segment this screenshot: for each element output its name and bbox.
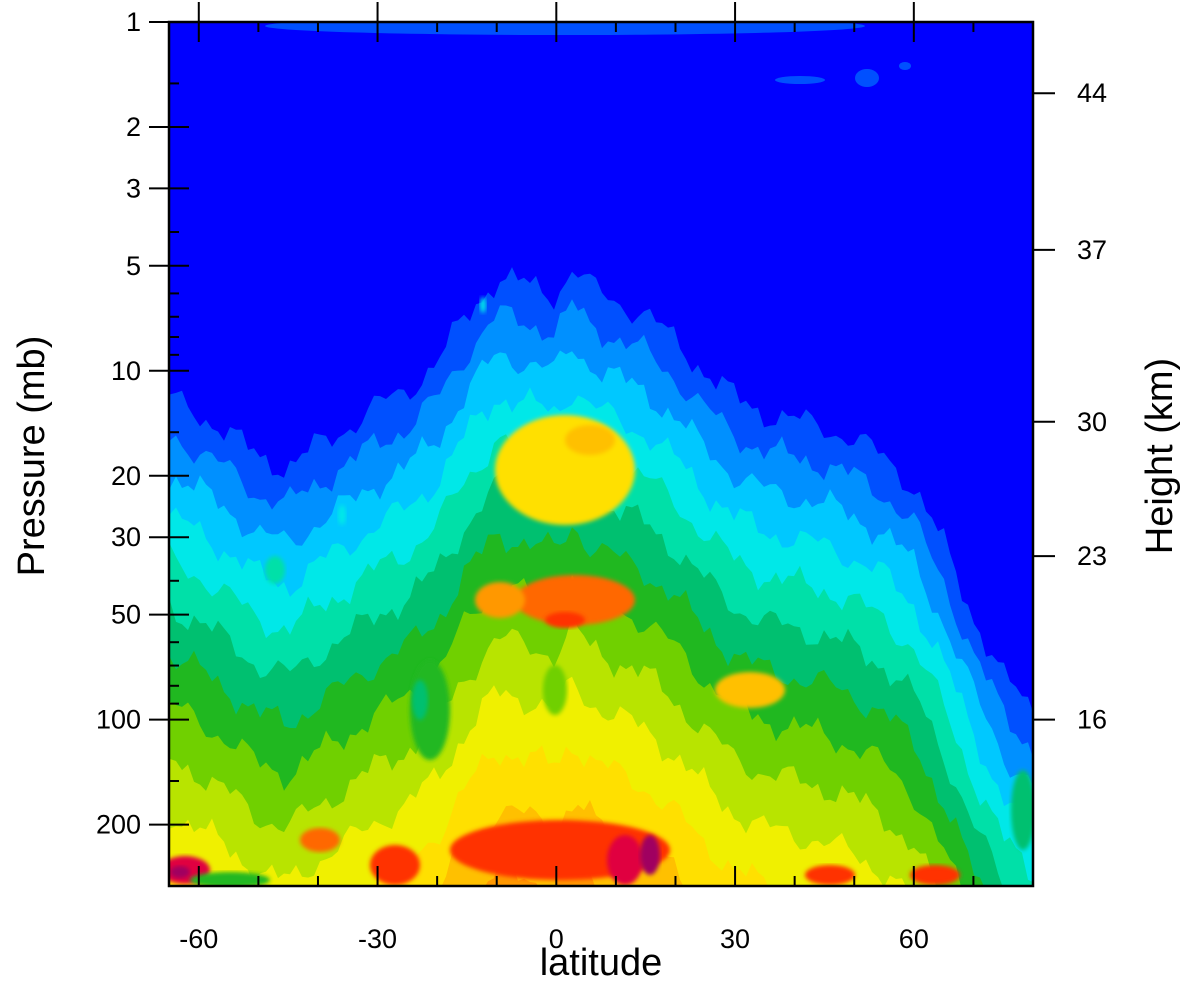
contour-cell-22 xyxy=(338,505,346,525)
contour-cell-16 xyxy=(170,866,190,878)
x-axis-title: latitude xyxy=(540,942,663,984)
x-axis-ticks: -60 -30 0 30 60 xyxy=(179,2,1034,954)
contour-cell-8 xyxy=(412,680,428,720)
contour-cell-21 xyxy=(265,556,285,584)
plot-frame xyxy=(167,20,1035,888)
contour-cell-17 xyxy=(805,865,855,885)
x-tick-label: -60 xyxy=(179,924,218,954)
contour-cell-3 xyxy=(545,612,585,628)
contour-cell-6 xyxy=(715,672,785,708)
y-tick-label: 10 xyxy=(111,356,141,386)
small-feature-2 xyxy=(855,69,879,87)
contour-cell-13 xyxy=(370,845,420,885)
plot-area xyxy=(169,22,1033,886)
y-tick-label: 2 xyxy=(126,112,141,142)
y2-tick-label: 23 xyxy=(1077,541,1107,571)
small-feature-1 xyxy=(775,76,825,84)
y2-tick-label: 30 xyxy=(1077,407,1107,437)
y-tick-label: 100 xyxy=(96,705,141,735)
y-axis-title: Pressure (mb) xyxy=(11,336,53,577)
x-tick-label: -30 xyxy=(358,924,397,954)
y2-axis-ticks: 44 37 30 23 16 xyxy=(1033,78,1107,735)
y2-axis-title: Height (km) xyxy=(1139,358,1181,554)
contour-cell-1 xyxy=(495,415,635,525)
contour-cell-23 xyxy=(480,297,486,313)
contour-cell-19 xyxy=(1011,770,1033,850)
top-band-highlight xyxy=(265,22,865,35)
x-tick-label: 0 xyxy=(549,924,564,954)
y-tick-label: 30 xyxy=(111,522,141,552)
contour-cell-20 xyxy=(190,872,270,886)
y-tick-label: 50 xyxy=(111,600,141,630)
contour-cell-5 xyxy=(565,425,615,455)
x-tick-label: 30 xyxy=(720,924,750,954)
y-tick-label: 20 xyxy=(111,461,141,491)
contour-highlights xyxy=(169,297,1033,886)
contour-cell-4 xyxy=(475,582,525,618)
contour-cell-14 xyxy=(300,828,340,852)
contour-cell-2 xyxy=(515,575,635,625)
y2-tick-label: 37 xyxy=(1077,235,1107,265)
contour-cell-9 xyxy=(543,665,567,715)
x-tick-label: 60 xyxy=(899,924,929,954)
y-tick-label: 200 xyxy=(96,810,141,840)
y2-tick-label: 16 xyxy=(1077,705,1107,735)
small-feature-3 xyxy=(899,62,911,70)
y-tick-label: 5 xyxy=(126,251,141,281)
y-tick-label: 1 xyxy=(126,7,141,37)
contour-cell-11 xyxy=(607,835,643,885)
contour-cell-18 xyxy=(910,865,960,885)
contour-cell-12 xyxy=(640,835,660,875)
y-tick-label: 3 xyxy=(126,173,141,203)
y-axis-ticks: 1 2 3 5 10 20 30 50 100 200 xyxy=(96,7,189,887)
y2-tick-label: 44 xyxy=(1077,78,1107,108)
